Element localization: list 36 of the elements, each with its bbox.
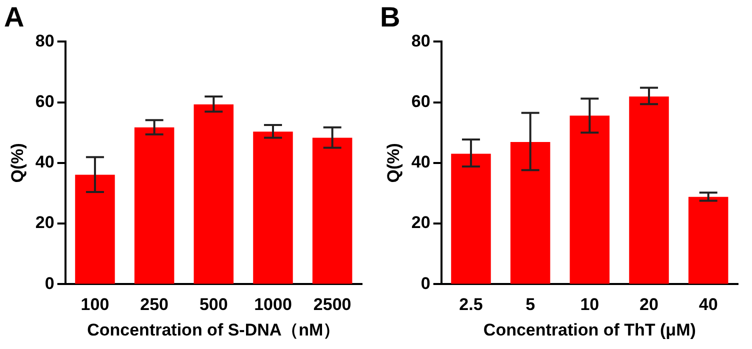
bar [629, 96, 669, 284]
x-tick-label: 20 [640, 295, 658, 314]
chart-title: A [4, 2, 24, 33]
bar [194, 104, 234, 284]
bar [451, 154, 491, 284]
y-tick-label: 20 [411, 213, 430, 232]
y-tick-label: 80 [35, 31, 54, 50]
x-tick-label: 2500 [313, 295, 352, 314]
y-tick-label: 80 [411, 31, 430, 50]
bar [570, 116, 610, 284]
x-tick-label: 2.5 [459, 295, 483, 314]
y-tick-label: 60 [35, 92, 54, 111]
bar [253, 132, 293, 284]
x-tick-label: 40 [698, 295, 718, 314]
y-axis-title: Q(%) [8, 143, 27, 183]
y-axis-title: Q(%) [384, 143, 403, 183]
bar [312, 138, 352, 284]
x-axis-title: Concentration of S-DNA（nM） [87, 320, 340, 340]
bar [510, 142, 550, 284]
y-tick-label: 0 [420, 274, 430, 293]
bar [134, 127, 174, 284]
x-tick-label: 250 [140, 295, 169, 314]
y-tick-label: 20 [35, 213, 54, 232]
y-tick-label: 40 [35, 152, 54, 172]
y-tick-label: 0 [44, 274, 54, 293]
chart-title: B [380, 2, 400, 33]
x-tick-label: 5 [526, 295, 536, 314]
x-tick-label: 500 [199, 295, 228, 314]
y-tick-label: 60 [411, 92, 430, 111]
x-tick-label: 1000 [254, 295, 292, 314]
y-tick-label: 40 [411, 152, 430, 172]
x-tick-label: 10 [580, 295, 600, 314]
bar [688, 196, 728, 284]
bar [75, 174, 115, 284]
x-tick-label: 100 [80, 295, 110, 314]
x-axis-title: Concentration of ThT (μM) [483, 320, 696, 340]
